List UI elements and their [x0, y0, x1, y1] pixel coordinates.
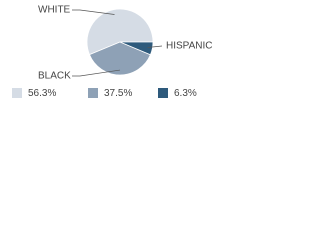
legend-label: 56.3%: [28, 88, 56, 99]
slice-label: BLACK: [38, 71, 71, 82]
leader-line: [72, 9, 115, 15]
pie-slice: [119, 41, 154, 56]
legend-swatch: [12, 88, 22, 98]
leader-line: [72, 69, 121, 77]
pie-slice: [88, 41, 151, 76]
slice-label: HISPANIC: [166, 41, 213, 52]
chart: WHITE BLACK HISPANIC 56.3% 37.5% 6.3%: [12, 5, 213, 99]
legend-label: 6.3%: [174, 88, 197, 99]
slice-label: WHITE: [38, 5, 71, 16]
pie-slice: [86, 8, 154, 56]
legend-swatch: [158, 88, 168, 98]
leader-line: [147, 45, 163, 48]
legend-swatch: [88, 88, 98, 98]
legend-label: 37.5%: [104, 88, 132, 99]
